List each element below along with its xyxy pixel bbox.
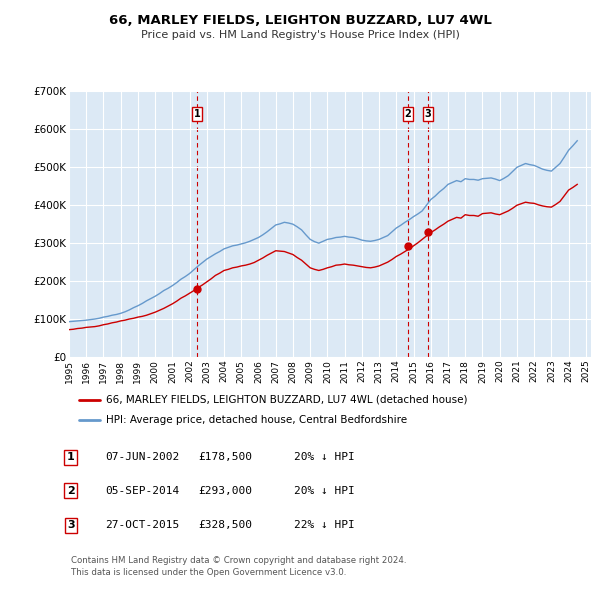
Text: 05-SEP-2014: 05-SEP-2014 bbox=[105, 486, 179, 496]
Text: Contains HM Land Registry data © Crown copyright and database right 2024.
This d: Contains HM Land Registry data © Crown c… bbox=[71, 556, 406, 577]
Text: 20% ↓ HPI: 20% ↓ HPI bbox=[294, 453, 355, 462]
Text: £178,500: £178,500 bbox=[198, 453, 252, 462]
Text: 27-OCT-2015: 27-OCT-2015 bbox=[105, 520, 179, 530]
Text: 22% ↓ HPI: 22% ↓ HPI bbox=[294, 520, 355, 530]
Text: £293,000: £293,000 bbox=[198, 486, 252, 496]
Text: 1: 1 bbox=[194, 109, 200, 119]
Text: 1: 1 bbox=[67, 453, 74, 462]
Text: £328,500: £328,500 bbox=[198, 520, 252, 530]
Text: 07-JUN-2002: 07-JUN-2002 bbox=[105, 453, 179, 462]
Text: 2: 2 bbox=[67, 486, 74, 496]
Text: Price paid vs. HM Land Registry's House Price Index (HPI): Price paid vs. HM Land Registry's House … bbox=[140, 31, 460, 40]
Text: 20% ↓ HPI: 20% ↓ HPI bbox=[294, 486, 355, 496]
Text: 66, MARLEY FIELDS, LEIGHTON BUZZARD, LU7 4WL (detached house): 66, MARLEY FIELDS, LEIGHTON BUZZARD, LU7… bbox=[106, 395, 467, 405]
Text: HPI: Average price, detached house, Central Bedfordshire: HPI: Average price, detached house, Cent… bbox=[106, 415, 407, 425]
Text: 3: 3 bbox=[67, 520, 74, 530]
Text: 66, MARLEY FIELDS, LEIGHTON BUZZARD, LU7 4WL: 66, MARLEY FIELDS, LEIGHTON BUZZARD, LU7… bbox=[109, 14, 491, 27]
Text: 2: 2 bbox=[404, 109, 411, 119]
Text: 3: 3 bbox=[424, 109, 431, 119]
